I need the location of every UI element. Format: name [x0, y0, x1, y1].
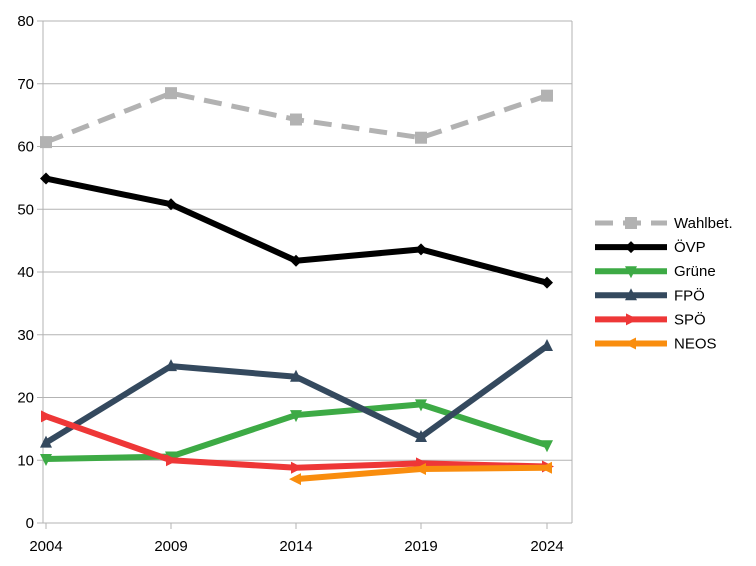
x-tick-label: 2004	[29, 538, 62, 555]
data-point	[541, 276, 553, 289]
y-tick-label: 70	[17, 76, 34, 93]
data-point	[289, 473, 301, 486]
y-tick-label: 60	[17, 139, 34, 156]
legend-label: NEOS	[674, 336, 717, 353]
data-point	[290, 254, 302, 267]
x-tick-label: 2009	[154, 538, 187, 555]
data-point	[415, 399, 427, 412]
data-point	[625, 217, 637, 229]
data-point	[540, 461, 552, 474]
data-point	[290, 113, 302, 126]
data-point	[625, 241, 637, 254]
data-point	[40, 435, 52, 448]
y-tick-label: 80	[17, 13, 34, 30]
data-point	[414, 463, 426, 476]
legend-label: Grüne	[674, 263, 716, 280]
y-tick-label: 20	[17, 390, 34, 407]
data-point	[541, 440, 553, 453]
data-point	[40, 172, 52, 185]
x-tick-label: 2019	[404, 538, 437, 555]
y-tick-label: 10	[17, 452, 34, 469]
y-tick-label: 40	[17, 264, 34, 281]
data-point	[415, 430, 427, 443]
data-point	[625, 266, 637, 279]
data-point	[291, 461, 303, 474]
legend: Wahlbet. ÖVP Grüne FPÖ SPÖ NEOS	[595, 215, 733, 353]
data-point	[625, 288, 637, 301]
data-point	[541, 89, 553, 102]
y-tick-label: 50	[17, 201, 34, 218]
data-point	[165, 359, 177, 372]
data-point	[40, 136, 52, 149]
x-tick-label: 2024	[530, 538, 563, 555]
legend-label: FPÖ	[674, 286, 705, 304]
data-point	[415, 243, 427, 256]
axes: 0 10 20 30 40 50 60 70 80 2004 2009 2014 2019 2024	[17, 13, 563, 555]
data-point	[41, 410, 53, 423]
data-point	[415, 131, 427, 144]
legend-label: ÖVP	[674, 238, 706, 256]
legend-label: SPÖ	[674, 310, 706, 328]
data-point	[290, 369, 302, 382]
series-line	[43, 175, 550, 286]
data-point	[290, 410, 302, 423]
data-point	[624, 337, 636, 350]
data-point	[166, 454, 178, 467]
data-point	[626, 313, 638, 326]
y-tick-label: 30	[17, 327, 34, 344]
data-point	[165, 198, 177, 211]
gridlines	[37, 20, 573, 529]
y-tick-label: 0	[26, 515, 34, 532]
legend-label: Wahlbet.	[674, 215, 733, 232]
series-lines	[40, 87, 554, 486]
series-line	[43, 343, 550, 446]
data-point	[40, 453, 52, 466]
data-point	[165, 87, 177, 100]
data-point	[541, 339, 553, 352]
x-tick-label: 2014	[279, 538, 312, 555]
